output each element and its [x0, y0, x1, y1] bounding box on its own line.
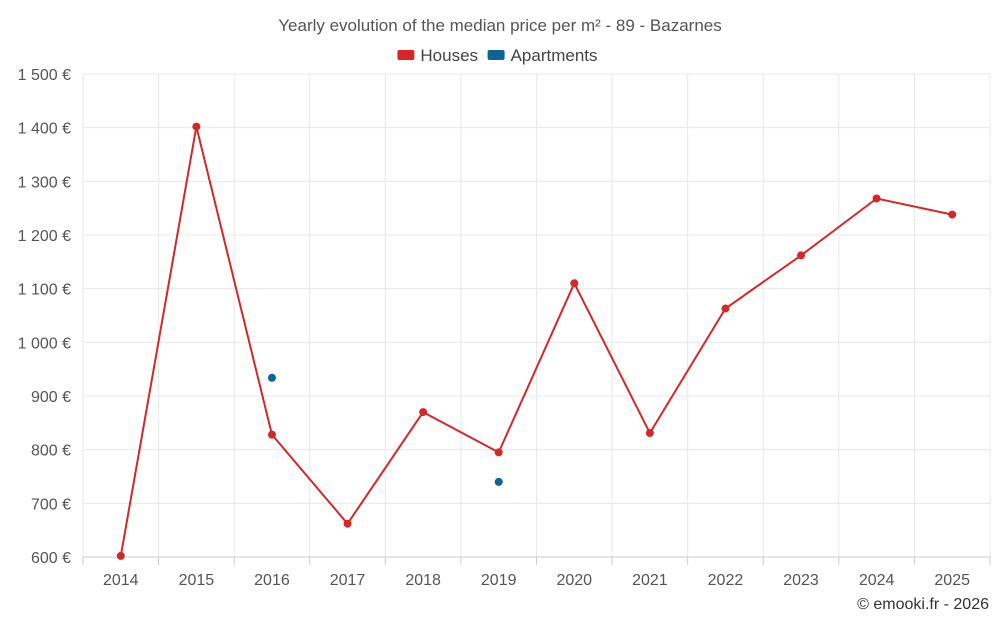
legend-swatch	[487, 50, 505, 60]
y-tick-label: 1 500 €	[18, 67, 71, 84]
grid	[82, 73, 991, 557]
x-tick-label: 2017	[330, 572, 366, 589]
legend: Houses Apartments	[397, 46, 598, 65]
legend-item-apartments[interactable]: Apartments	[487, 46, 598, 65]
x-tick-label: 2016	[254, 572, 290, 589]
y-tick-label: 700 €	[31, 496, 71, 513]
data-point[interactable]	[192, 122, 201, 131]
y-tick-label: 600 €	[31, 550, 71, 567]
x-tick-label: 2023	[783, 572, 819, 589]
x-tick-label: 2021	[632, 572, 668, 589]
data-point[interactable]	[570, 279, 579, 288]
x-tick-label: 2020	[556, 572, 592, 589]
data-point[interactable]	[948, 210, 957, 219]
y-tick-label: 1 300 €	[18, 174, 71, 191]
data-point[interactable]	[419, 408, 428, 417]
x-tick-label: 2025	[934, 572, 970, 589]
y-tick-label: 900 €	[31, 389, 71, 406]
data-point[interactable]	[116, 551, 125, 560]
data-point[interactable]	[721, 304, 730, 313]
y-tick-label: 1 400 €	[18, 121, 71, 138]
data-point[interactable]	[267, 430, 276, 439]
x-tick-label: 2014	[103, 572, 139, 589]
axes: 600 € 700 € 800 € 900 € 1 000 € 1 100 € 1 200 …	[18, 67, 991, 589]
y-tick-label: 1 000 €	[18, 335, 71, 352]
x-tick-label: 2024	[859, 572, 895, 589]
legend-item-houses[interactable]: Houses	[397, 46, 478, 65]
y-tick-label: 1 100 €	[18, 282, 71, 299]
x-tick-label: 2018	[405, 572, 441, 589]
series	[116, 122, 957, 560]
data-point[interactable]	[494, 448, 503, 457]
legend-label: Apartments	[511, 46, 598, 65]
x-tick-label: 2022	[708, 572, 744, 589]
data-point[interactable]	[872, 194, 881, 203]
x-tick-label: 2019	[481, 572, 517, 589]
credit-text: © emooki.fr - 2026	[857, 596, 989, 613]
series-line	[119, 125, 953, 557]
legend-label: Houses	[420, 46, 478, 65]
data-point[interactable]	[267, 373, 276, 382]
data-point[interactable]	[645, 429, 654, 438]
x-tick-label: 2015	[179, 572, 215, 589]
data-point[interactable]	[797, 251, 806, 260]
data-point[interactable]	[494, 477, 503, 486]
y-tick-label: 800 €	[31, 443, 71, 460]
series-houses	[116, 122, 957, 560]
legend-swatch	[397, 50, 415, 60]
data-point[interactable]	[343, 519, 352, 528]
y-tick-label: 1 200 €	[18, 228, 71, 245]
series-apartments	[267, 373, 503, 486]
chart-title: Yearly evolution of the median price per…	[278, 16, 722, 35]
